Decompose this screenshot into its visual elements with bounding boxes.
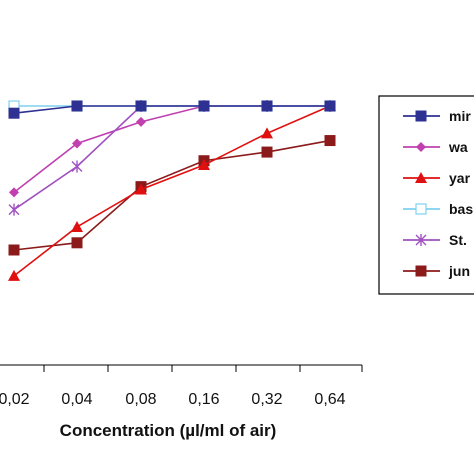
legend-label: St. bbox=[449, 232, 467, 248]
data-point bbox=[198, 100, 210, 112]
legend-label: mir bbox=[449, 108, 471, 124]
data-point bbox=[415, 172, 427, 183]
data-point bbox=[136, 116, 146, 127]
series-line bbox=[13, 105, 330, 114]
x-tick-label: 0,08 bbox=[125, 391, 156, 408]
series-yar bbox=[8, 100, 336, 281]
legend-label: wa bbox=[448, 139, 468, 155]
legend: mir wa yar bas St. jun bbox=[378, 95, 474, 295]
legend-item: wa bbox=[403, 139, 468, 155]
series-layer bbox=[8, 100, 336, 281]
x-tick-label: 0,02 bbox=[0, 391, 30, 408]
legend-item: jun bbox=[403, 263, 470, 279]
series-line bbox=[13, 105, 330, 211]
legend-item: mir bbox=[403, 108, 471, 124]
data-point bbox=[72, 138, 82, 149]
legend-label: jun bbox=[448, 263, 470, 279]
series-jun bbox=[8, 135, 336, 256]
data-point bbox=[8, 203, 20, 216]
data-point bbox=[324, 135, 336, 147]
data-point bbox=[71, 160, 83, 173]
data-point bbox=[71, 220, 83, 232]
data-point bbox=[261, 146, 273, 158]
x-tick-label: 0,04 bbox=[61, 391, 92, 408]
data-point bbox=[71, 237, 83, 249]
data-point bbox=[135, 100, 147, 112]
series-line bbox=[13, 139, 331, 251]
data-point bbox=[261, 100, 273, 112]
data-point bbox=[261, 127, 273, 139]
data-point bbox=[415, 110, 427, 122]
data-point bbox=[135, 183, 147, 195]
data-point bbox=[416, 142, 426, 152]
data-point bbox=[9, 187, 19, 198]
x-tick-label: 0,16 bbox=[188, 391, 219, 408]
data-point bbox=[415, 203, 427, 215]
x-tick-label: 0,64 bbox=[314, 391, 345, 408]
data-point bbox=[198, 159, 210, 171]
x-tick-label: 0,32 bbox=[251, 391, 282, 408]
x-axis-ticks: 0,02 0,04 0,08 0,16 0,32 0,64 bbox=[0, 365, 363, 408]
legend-label: bas bbox=[449, 201, 473, 217]
legend-item: yar bbox=[403, 170, 471, 186]
data-point bbox=[8, 107, 20, 119]
data-point bbox=[8, 244, 20, 256]
data-point bbox=[71, 100, 83, 112]
series-line bbox=[13, 105, 331, 277]
data-point bbox=[324, 100, 336, 112]
data-point bbox=[8, 269, 20, 281]
legend-item: bas bbox=[403, 201, 473, 217]
legend-box bbox=[378, 95, 474, 295]
x-axis-title: Concentration (µl/ml of air) bbox=[60, 421, 277, 440]
data-point bbox=[415, 265, 427, 277]
legend-label: yar bbox=[449, 170, 471, 186]
legend-item: St. bbox=[403, 232, 467, 248]
series-mir bbox=[8, 100, 336, 119]
data-point bbox=[415, 234, 427, 246]
